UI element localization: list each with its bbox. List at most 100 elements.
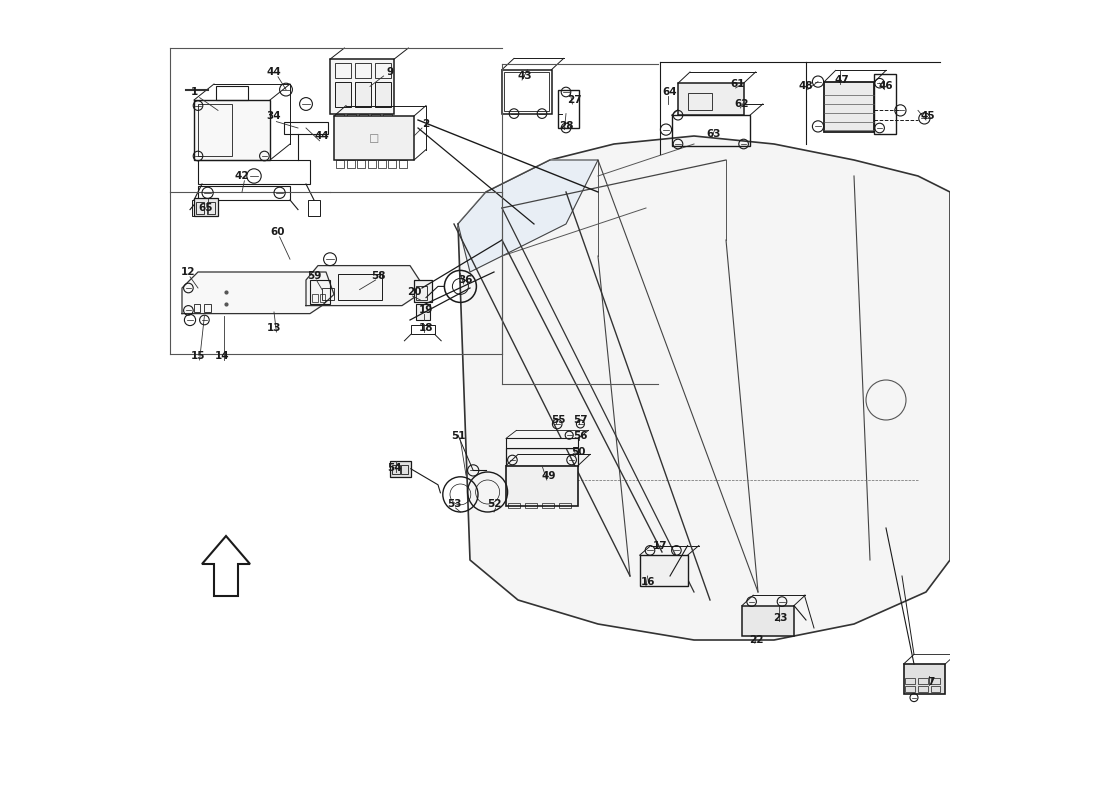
Text: 43: 43	[517, 71, 531, 81]
Text: 57: 57	[573, 415, 587, 425]
Text: 49: 49	[541, 471, 556, 481]
Bar	[388, 160, 396, 168]
Polygon shape	[306, 266, 422, 306]
Text: 52: 52	[486, 499, 502, 509]
Text: 42: 42	[234, 171, 250, 181]
Bar	[198, 104, 232, 156]
Bar	[285, 122, 329, 134]
Text: 48: 48	[799, 82, 813, 91]
Bar	[346, 114, 356, 123]
Text: 20: 20	[407, 287, 421, 297]
Text: 18: 18	[419, 323, 433, 333]
Bar	[337, 160, 344, 168]
Bar	[383, 114, 393, 123]
Text: 44: 44	[266, 67, 282, 77]
Text: 54: 54	[387, 463, 402, 473]
Text: 53: 53	[447, 499, 461, 509]
Bar	[359, 114, 369, 123]
Text: 62: 62	[735, 99, 749, 109]
Bar	[346, 160, 355, 168]
Bar	[918, 686, 927, 692]
Bar	[358, 160, 365, 168]
Bar	[312, 294, 318, 302]
Bar	[506, 438, 578, 448]
Bar	[416, 304, 430, 320]
Text: 15: 15	[190, 351, 206, 361]
Polygon shape	[458, 160, 598, 272]
Bar	[414, 280, 431, 302]
Text: 65: 65	[199, 203, 213, 213]
Text: 36: 36	[459, 275, 473, 285]
Bar	[931, 686, 940, 692]
Bar	[197, 202, 205, 214]
Text: 47: 47	[835, 75, 849, 85]
Text: 44: 44	[315, 131, 329, 141]
Bar	[310, 280, 330, 304]
Polygon shape	[182, 272, 334, 314]
Bar	[918, 678, 927, 684]
Bar	[688, 93, 712, 110]
Text: 61: 61	[730, 79, 746, 89]
Bar	[355, 63, 371, 78]
Bar	[559, 503, 571, 508]
Text: 9: 9	[386, 67, 394, 77]
Bar	[903, 664, 945, 694]
Bar	[334, 116, 414, 160]
Bar	[402, 465, 408, 474]
Polygon shape	[202, 536, 250, 596]
Bar	[410, 325, 435, 334]
Text: 23: 23	[773, 613, 788, 622]
Text: 34: 34	[266, 111, 282, 121]
Bar	[378, 160, 386, 168]
Bar	[824, 82, 874, 132]
Text: 64: 64	[662, 87, 678, 97]
Text: 51: 51	[451, 431, 465, 441]
Text: 58: 58	[371, 271, 385, 281]
Bar	[367, 160, 375, 168]
Text: 12: 12	[182, 267, 196, 277]
Bar	[194, 304, 200, 312]
Text: 14: 14	[214, 351, 229, 361]
Bar	[207, 202, 215, 214]
Bar	[194, 198, 218, 216]
Bar	[525, 503, 537, 508]
Bar	[905, 678, 915, 684]
Text: 55: 55	[551, 415, 565, 425]
Bar	[191, 200, 204, 216]
Text: 56: 56	[573, 431, 587, 441]
Bar	[542, 503, 554, 508]
Text: 13: 13	[266, 323, 282, 333]
Text: 63: 63	[706, 130, 722, 139]
Bar	[558, 90, 579, 128]
Text: 59: 59	[307, 271, 321, 281]
Text: 17: 17	[653, 541, 668, 550]
Bar	[506, 448, 578, 466]
Bar	[355, 82, 371, 107]
Text: 22: 22	[749, 635, 763, 645]
Text: 27: 27	[566, 95, 581, 105]
Bar	[198, 160, 310, 184]
Bar	[334, 82, 351, 107]
Bar	[194, 100, 270, 160]
Bar	[417, 286, 427, 300]
Bar	[334, 63, 351, 78]
Bar	[330, 59, 394, 114]
Bar	[742, 606, 794, 636]
Text: 46: 46	[879, 82, 893, 91]
Bar	[508, 503, 520, 508]
Bar	[393, 465, 399, 474]
Bar	[505, 72, 549, 111]
Bar	[905, 686, 915, 692]
Bar	[672, 115, 750, 146]
Bar	[678, 83, 744, 115]
Bar	[506, 466, 578, 506]
Bar	[205, 304, 211, 312]
Bar	[308, 200, 320, 216]
Bar	[874, 74, 896, 134]
Bar	[371, 114, 381, 123]
Bar	[390, 461, 410, 477]
Bar	[639, 555, 688, 586]
Text: 2: 2	[422, 119, 430, 129]
Text: 7: 7	[927, 677, 935, 686]
Bar	[338, 274, 382, 300]
